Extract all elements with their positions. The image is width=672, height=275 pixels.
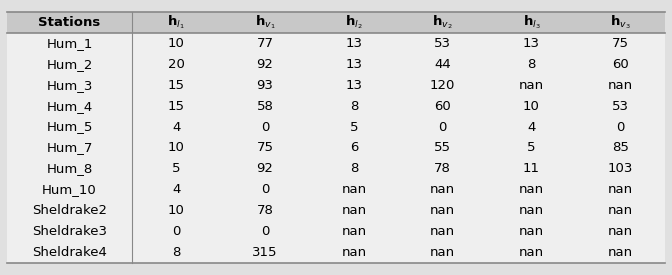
Text: nan: nan: [607, 226, 633, 238]
Text: 11: 11: [523, 163, 540, 175]
Text: Stations: Stations: [38, 16, 101, 29]
Text: Sheldrake3: Sheldrake3: [32, 226, 107, 238]
Text: 120: 120: [430, 79, 456, 92]
Text: 5: 5: [527, 142, 536, 155]
Text: 75: 75: [257, 142, 274, 155]
Text: 53: 53: [434, 37, 451, 50]
Text: nan: nan: [519, 226, 544, 238]
Text: nan: nan: [519, 79, 544, 92]
Text: 93: 93: [257, 79, 274, 92]
Bar: [7, 138, 665, 158]
Bar: [7, 95, 665, 117]
Text: 0: 0: [438, 120, 447, 133]
Text: nan: nan: [341, 246, 366, 259]
Text: 85: 85: [612, 142, 628, 155]
Text: 77: 77: [257, 37, 274, 50]
Bar: [7, 221, 665, 242]
Text: 0: 0: [261, 120, 269, 133]
Text: 0: 0: [616, 120, 624, 133]
Text: 10: 10: [523, 100, 540, 112]
Text: nan: nan: [430, 226, 455, 238]
Text: 20: 20: [168, 57, 185, 71]
Bar: [7, 180, 665, 200]
Text: 92: 92: [257, 57, 274, 71]
Text: h$_{v_3}$: h$_{v_3}$: [610, 13, 630, 31]
Text: nan: nan: [607, 183, 633, 196]
Text: 0: 0: [261, 226, 269, 238]
Text: 13: 13: [523, 37, 540, 50]
Text: 8: 8: [172, 246, 180, 259]
Bar: [7, 200, 665, 221]
Bar: [7, 158, 665, 180]
Bar: [7, 117, 665, 138]
Text: Hum_8: Hum_8: [46, 163, 93, 175]
Text: h$_{v_1}$: h$_{v_1}$: [255, 13, 276, 31]
Text: 13: 13: [345, 37, 362, 50]
Text: 15: 15: [168, 79, 185, 92]
Text: 103: 103: [607, 163, 633, 175]
Bar: [7, 75, 665, 95]
Text: 60: 60: [434, 100, 451, 112]
Text: 10: 10: [168, 142, 185, 155]
Text: nan: nan: [607, 79, 633, 92]
Bar: [7, 33, 665, 54]
Text: Hum_7: Hum_7: [46, 142, 93, 155]
Text: h$_{l_1}$: h$_{l_1}$: [167, 13, 185, 31]
Text: Sheldrake2: Sheldrake2: [32, 204, 107, 218]
Text: Hum_4: Hum_4: [46, 100, 93, 112]
Bar: [7, 12, 665, 33]
Text: nan: nan: [341, 183, 366, 196]
Text: 60: 60: [612, 57, 628, 71]
Text: nan: nan: [341, 226, 366, 238]
Text: 4: 4: [528, 120, 536, 133]
Text: nan: nan: [430, 204, 455, 218]
Text: 5: 5: [349, 120, 358, 133]
Text: 4: 4: [172, 120, 180, 133]
Text: 75: 75: [612, 37, 629, 50]
Text: 78: 78: [257, 204, 274, 218]
Text: nan: nan: [607, 246, 633, 259]
Bar: [7, 242, 665, 263]
Text: nan: nan: [519, 246, 544, 259]
Text: h$_{v_2}$: h$_{v_2}$: [432, 13, 453, 31]
Text: Hum_5: Hum_5: [46, 120, 93, 133]
Text: 44: 44: [434, 57, 451, 71]
Text: h$_{l_2}$: h$_{l_2}$: [345, 13, 363, 31]
Text: 8: 8: [349, 100, 358, 112]
Text: nan: nan: [607, 204, 633, 218]
Text: Hum_1: Hum_1: [46, 37, 93, 50]
Text: 10: 10: [168, 37, 185, 50]
Text: 53: 53: [612, 100, 629, 112]
Text: 92: 92: [257, 163, 274, 175]
Text: Sheldrake4: Sheldrake4: [32, 246, 107, 259]
Text: 10: 10: [168, 204, 185, 218]
Text: Hum_2: Hum_2: [46, 57, 93, 71]
Text: Hum_3: Hum_3: [46, 79, 93, 92]
Text: 8: 8: [349, 163, 358, 175]
Text: 58: 58: [257, 100, 274, 112]
Text: 13: 13: [345, 57, 362, 71]
Bar: [7, 54, 665, 75]
Text: 315: 315: [252, 246, 278, 259]
Text: 5: 5: [172, 163, 181, 175]
Text: nan: nan: [430, 246, 455, 259]
Text: nan: nan: [519, 204, 544, 218]
Text: 4: 4: [172, 183, 180, 196]
Text: nan: nan: [430, 183, 455, 196]
Text: Hum_10: Hum_10: [42, 183, 97, 196]
Text: 13: 13: [345, 79, 362, 92]
Text: nan: nan: [341, 204, 366, 218]
Text: 78: 78: [434, 163, 451, 175]
Text: 8: 8: [528, 57, 536, 71]
Text: 6: 6: [349, 142, 358, 155]
Text: 15: 15: [168, 100, 185, 112]
Text: nan: nan: [519, 183, 544, 196]
Text: 55: 55: [434, 142, 451, 155]
Text: 0: 0: [261, 183, 269, 196]
Text: h$_{l_3}$: h$_{l_3}$: [523, 13, 540, 31]
Text: 0: 0: [172, 226, 180, 238]
